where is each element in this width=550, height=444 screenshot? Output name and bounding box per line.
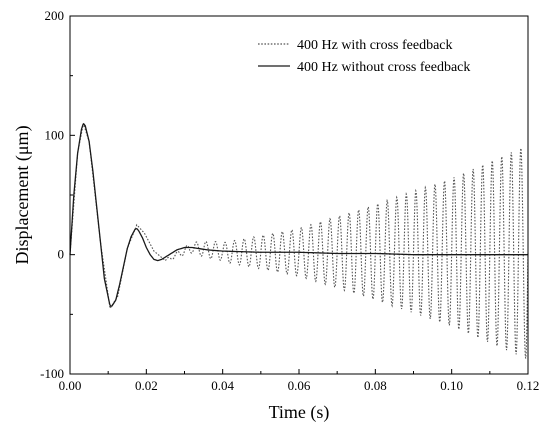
series-line-with-cross-feedback bbox=[69, 123, 529, 359]
x-axis-title: Time (s) bbox=[269, 402, 330, 423]
y-axis-title: Displacement (μm) bbox=[12, 125, 33, 264]
series-line-without-cross-feedback bbox=[69, 122, 528, 307]
x-tick-label: 0.00 bbox=[59, 378, 82, 393]
y-tick-label: -100 bbox=[40, 366, 64, 381]
y-tick-label: 200 bbox=[45, 8, 65, 23]
x-tick-label: 0.12 bbox=[517, 378, 540, 393]
x-tick-label: 0.10 bbox=[440, 378, 463, 393]
legend-label-with-cross-feedback: 400 Hz with cross feedback bbox=[297, 38, 453, 53]
x-tick-label: 0.06 bbox=[288, 378, 311, 393]
y-tick-label: 100 bbox=[45, 127, 65, 142]
x-tick-label: 0.08 bbox=[364, 378, 387, 393]
plot-lines bbox=[69, 122, 529, 359]
x-axis: 0.00 0.02 0.04 0.06 0.08 0.10 0.12 bbox=[59, 369, 540, 393]
y-axis: -100 0 100 200 bbox=[40, 8, 75, 381]
legend: 400 Hz with cross feedback 400 Hz withou… bbox=[258, 38, 470, 75]
x-tick-label: 0.04 bbox=[211, 378, 234, 393]
y-tick-label: 0 bbox=[58, 247, 65, 262]
x-tick-label: 0.02 bbox=[135, 378, 158, 393]
legend-label-without-cross-feedback: 400 Hz without cross feedback bbox=[297, 60, 470, 75]
